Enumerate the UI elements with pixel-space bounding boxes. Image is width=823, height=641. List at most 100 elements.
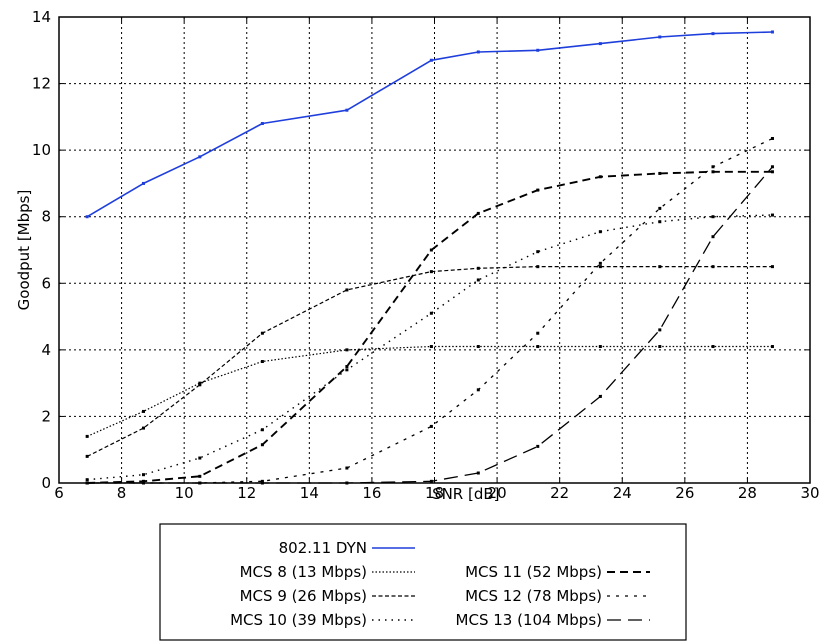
series-line-5 — [87, 170, 773, 484]
series-line-4 — [87, 214, 773, 481]
data-point — [536, 345, 540, 349]
legend: 802.11 DYN MCS 8 (13 Mbps) MCS 9 (26 Mbps)… — [159, 523, 687, 641]
data-point — [711, 215, 715, 219]
data-point — [345, 108, 349, 112]
legend-entry-label: MCS 11 (52 Mbps) — [465, 563, 602, 581]
data-point — [85, 434, 89, 438]
x-axis-label: SNR [dB] — [432, 485, 499, 503]
data-point — [260, 443, 264, 447]
y-tick-label: 12 — [32, 75, 51, 93]
data-point — [345, 348, 349, 352]
x-tick-label: 30 — [800, 484, 819, 502]
data-point — [658, 328, 662, 332]
x-tick-label: 28 — [738, 484, 757, 502]
x-tick-label: 10 — [175, 484, 194, 502]
y-tick-label: 14 — [32, 8, 51, 26]
data-point — [658, 171, 662, 175]
data-point — [345, 368, 349, 372]
data-point — [770, 136, 774, 140]
data-point — [711, 32, 715, 36]
data-point — [476, 388, 480, 392]
legend-entry-label: MCS 13 (104 Mbps) — [456, 611, 602, 629]
legend-entry-label: MCS 10 (39 Mbps) — [230, 611, 367, 629]
series-line-3 — [86, 266, 773, 457]
y-tick-label: 0 — [41, 474, 51, 492]
data-point — [198, 456, 202, 460]
x-tick-label: 18 — [425, 484, 444, 502]
data-point — [770, 170, 774, 174]
x-tick-label: 20 — [488, 484, 507, 502]
data-point — [598, 175, 602, 179]
data-point — [711, 170, 715, 174]
data-point — [770, 30, 774, 34]
data-point — [260, 122, 264, 126]
data-point — [429, 58, 433, 62]
data-point — [476, 211, 480, 215]
data-point — [770, 213, 774, 217]
data-point — [429, 345, 433, 349]
data-point — [260, 479, 264, 483]
x-tick-label: 14 — [300, 484, 319, 502]
y-tick-label: 4 — [41, 341, 51, 359]
y-tick-label: 8 — [41, 208, 51, 226]
data-point — [429, 311, 433, 315]
data-point — [141, 479, 145, 483]
data-point — [429, 479, 433, 483]
data-point — [598, 345, 602, 349]
data-point — [658, 220, 662, 224]
legend-entry-label: 802.11 DYN — [279, 539, 367, 557]
data-point — [198, 474, 202, 478]
data-point — [770, 265, 774, 269]
data-point — [345, 365, 349, 368]
data-point — [85, 454, 89, 458]
data-point — [85, 215, 89, 219]
grid — [59, 17, 810, 483]
data-point — [85, 478, 89, 482]
data-point — [536, 444, 540, 448]
data-point — [598, 261, 602, 265]
data-point — [658, 35, 662, 39]
data-point — [198, 383, 202, 387]
y-tick-label: 2 — [41, 407, 51, 425]
data-point — [536, 331, 540, 335]
data-point — [711, 265, 715, 269]
x-tick-label: 12 — [237, 484, 256, 502]
data-point — [536, 250, 540, 254]
legend-box — [159, 523, 687, 641]
data-point — [345, 288, 349, 292]
data-point — [536, 188, 540, 192]
data-point — [658, 345, 662, 349]
data-point — [536, 265, 540, 269]
data-point — [598, 230, 602, 234]
data-point — [141, 181, 145, 185]
data-point — [141, 426, 145, 430]
x-tick-label: 24 — [613, 484, 632, 502]
data-point — [711, 345, 715, 349]
x-tick-label: 16 — [362, 484, 381, 502]
x-tick-label: 8 — [117, 484, 127, 502]
data-point — [770, 345, 774, 349]
data-point — [198, 381, 202, 385]
data-point — [429, 270, 433, 274]
data-point — [476, 471, 480, 475]
data-point — [658, 265, 662, 269]
data-point — [658, 206, 662, 210]
data-point — [345, 466, 349, 470]
data-point — [598, 394, 602, 398]
data-point — [476, 345, 480, 349]
data-point — [598, 265, 602, 269]
legend-entry-label: MCS 12 (78 Mbps) — [465, 587, 602, 605]
legend-entry-label: MCS 8 (13 Mbps) — [240, 563, 367, 581]
data-point — [711, 165, 715, 169]
plot-frame — [58, 16, 811, 484]
data-point — [141, 409, 145, 413]
data-point — [429, 248, 433, 252]
data-point — [141, 473, 145, 477]
data-point — [476, 266, 480, 270]
data-point — [598, 42, 602, 46]
data-point — [476, 278, 480, 282]
series-line-7 — [87, 166, 773, 484]
data-point — [429, 424, 433, 428]
